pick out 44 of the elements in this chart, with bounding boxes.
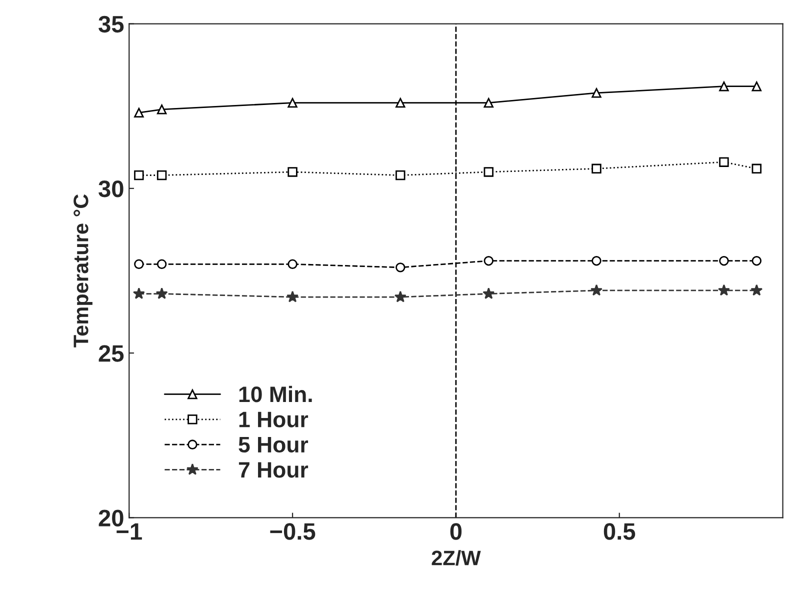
legend-label: 7 Hour	[238, 462, 308, 478]
y-tick-label: 25	[98, 345, 124, 362]
point	[394, 290, 406, 302]
point	[752, 81, 762, 92]
point	[718, 284, 730, 296]
legend-label: 5 Hour	[238, 437, 308, 453]
point	[156, 104, 167, 114]
point	[156, 259, 167, 269]
point	[286, 290, 299, 302]
point	[750, 284, 763, 296]
x-tick-label: −0.5	[270, 523, 316, 540]
point	[484, 256, 494, 266]
point	[719, 256, 729, 266]
point	[288, 167, 298, 177]
point	[134, 170, 144, 180]
point	[396, 98, 406, 108]
point	[592, 88, 602, 98]
x-tick-label: 0	[450, 523, 462, 540]
point	[484, 98, 494, 108]
point	[396, 170, 406, 180]
x-axis-title: 2Z/W	[432, 550, 481, 566]
y-axis-title: Temperature °C	[74, 194, 92, 348]
point	[132, 288, 145, 299]
legend-label: 1 Hour	[239, 412, 308, 428]
point	[592, 256, 602, 266]
point	[592, 164, 602, 174]
point	[482, 288, 495, 299]
point	[719, 81, 729, 92]
y-tick-label: 35	[98, 16, 124, 33]
point	[752, 256, 762, 266]
point	[288, 98, 298, 108]
point	[396, 262, 406, 272]
point	[752, 164, 762, 174]
point	[156, 288, 168, 299]
point	[590, 284, 602, 296]
legend-label: 10 Min.	[239, 386, 312, 402]
point	[719, 157, 729, 167]
x-tick-label: 0.5	[604, 523, 636, 540]
point	[134, 259, 144, 269]
point	[134, 108, 144, 118]
point	[484, 167, 494, 177]
point	[288, 259, 298, 269]
point	[156, 170, 167, 180]
y-tick-label: 30	[98, 180, 124, 198]
